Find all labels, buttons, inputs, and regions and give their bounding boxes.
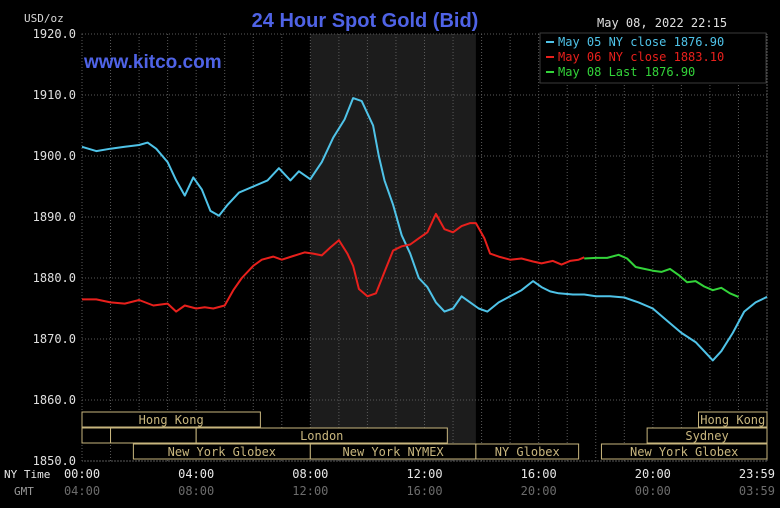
- x-tick-label-gmt: 00:00: [635, 484, 671, 498]
- y-tick-label: 1920.0: [33, 27, 76, 41]
- x-tick-label-gmt: 16:00: [406, 484, 442, 498]
- session-label: Hong Kong: [700, 413, 765, 427]
- session-bar: [110, 427, 197, 444]
- y-tick-label: 1910.0: [33, 88, 76, 102]
- session-bar: [81, 411, 261, 428]
- chart-timestamp: May 08, 2022 22:15: [597, 16, 727, 30]
- x-tick-label-gmt: 20:00: [521, 484, 557, 498]
- session-label: New York NYMEX: [343, 445, 445, 459]
- x-tick-label-ny: 16:00: [521, 467, 557, 481]
- legend-entry: May 06 NY close 1883.10: [558, 50, 724, 64]
- x-tick-label-ny: 00:00: [64, 467, 100, 481]
- session-bar: [81, 427, 112, 444]
- nymex-session-shade: [310, 34, 476, 461]
- x-tick-label-gmt: 12:00: [292, 484, 328, 498]
- series-line: [584, 253, 739, 298]
- plot-border: [81, 33, 768, 462]
- session-label: London: [300, 429, 343, 443]
- x-tick-label-ny: 12:00: [406, 467, 442, 481]
- session-bar: [475, 443, 580, 460]
- legend-box: [539, 32, 767, 84]
- x-tick-label-gmt: 03:59: [739, 484, 775, 498]
- x-tick-label-ny: 08:00: [292, 467, 328, 481]
- session-label: New York Globex: [168, 445, 276, 459]
- session-label: NY Globex: [495, 445, 560, 459]
- session-bar: [646, 427, 768, 444]
- series-line: [81, 97, 768, 362]
- session-label: Hong Kong: [139, 413, 204, 427]
- y-tick-label: 1870.0: [33, 332, 76, 346]
- gmt-axis-label: GMT: [14, 485, 34, 498]
- x-tick-label-ny: 20:00: [635, 467, 671, 481]
- series-line: [82, 212, 585, 313]
- y-axis-unit-label: USD/oz: [24, 12, 64, 25]
- session-label: Sydney: [685, 429, 728, 443]
- session-bar: [195, 427, 448, 444]
- legend-entry: May 05 NY close 1876.90: [558, 35, 724, 49]
- x-tick-label-ny: 23:59: [739, 467, 775, 481]
- session-bar: [698, 411, 768, 428]
- watermark-url: www.kitco.com: [83, 52, 222, 73]
- y-tick-label: 1890.0: [33, 210, 76, 224]
- x-tick-label-gmt: 04:00: [64, 484, 100, 498]
- chart-title: 24 Hour Spot Gold (Bid): [252, 10, 479, 32]
- x-tick-label-gmt: 08:00: [178, 484, 214, 498]
- legend-entry: May 08 Last 1876.90: [558, 65, 695, 79]
- y-tick-label: 1850.0: [33, 454, 76, 468]
- session-label: New York Globex: [630, 445, 738, 459]
- y-tick-label: 1900.0: [33, 149, 76, 163]
- ny-time-axis-label: NY Time: [4, 468, 50, 481]
- x-tick-label-ny: 04:00: [178, 467, 214, 481]
- y-tick-label: 1860.0: [33, 393, 76, 407]
- session-bar: [600, 443, 768, 460]
- y-tick-label: 1880.0: [33, 271, 76, 285]
